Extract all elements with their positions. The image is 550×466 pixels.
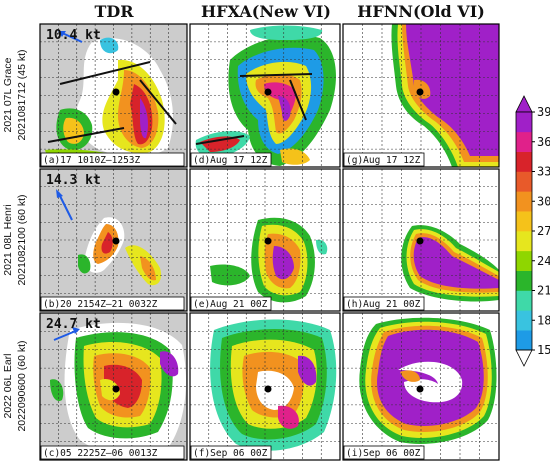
center-marker-a [112,88,120,96]
panel-caption-i: (i)Sep 06 00Z [346,448,421,459]
colorbar-segment [516,112,532,133]
colorbar-segment [516,171,532,192]
panel-caption-box-a [40,152,185,167]
row-label-earl-time: 2022090600 (60 kt) [16,340,28,431]
colorbar-tick-label: 30 [537,194,550,208]
colorbar-segment [516,211,532,232]
panel-caption-box-b [40,296,185,311]
row-label-earl-storm: 2022 06L Earl [2,354,14,419]
colorbar-segment [516,270,532,291]
panel-caption-box-i [343,445,425,460]
column-title-hfnn: HFNN(Old VI) [357,2,485,21]
panel-frame-d [189,23,341,168]
row-label-henri-time: 2021082100 (60 kt) [16,194,28,285]
panel-caption-h: (h)Aug 21 00Z [346,299,421,310]
shear-speed-henri: 14.3 kt [46,173,101,188]
panel-caption-d: (d)Aug 17 12Z [193,155,268,166]
colorbar-tick-label: 39 [537,105,550,119]
panel-f [190,313,340,460]
center-marker-i [416,385,424,393]
colorbar-segment [516,131,532,152]
panel-caption-e: (e)Aug 21 00Z [193,299,268,310]
panel-caption-box-c [40,445,185,460]
colorbar-segment [516,191,532,212]
panel-frame-g [342,23,500,168]
panel-frame-e [189,168,341,312]
shear-speed-grace: 10.4 kt [46,28,101,43]
colorbar-segment [516,290,532,311]
center-marker-h [416,237,424,245]
colorbar-tick-label: 27 [537,224,550,238]
panel-caption-b: (b)20 2154Z–21 0032Z [43,299,158,310]
panel-caption-box-g [343,152,425,167]
center-marker-g [416,88,424,96]
column-title-hfxa: HFXA(New VI) [201,2,331,21]
colorbar-tick-label: 15 [537,343,550,357]
colorbar-tick-label: 36 [537,135,550,149]
colorbar-segment [516,310,532,331]
shear-speed-earl: 24.7 kt [46,317,101,332]
panel-frame-c [39,312,188,461]
panel-caption-g: (g)Aug 17 12Z [346,155,421,166]
row-label-henri-storm: 2021 08L Henri [2,204,14,275]
row-label-grace-storm: 2021 07L Grace [2,57,14,132]
panel-frame-h [342,168,500,312]
panel-caption-box-e [190,296,272,311]
shear-annotations [47,31,313,341]
column-title-tdr: TDR [94,2,134,21]
panel-frame-b [39,168,188,312]
panel-caption-f: (f)Sep 06 00Z [193,448,268,459]
panel-caption-a: (a)17 1010Z–1253Z [43,155,141,166]
panel-caption-box-d [190,152,272,167]
panel-frame-a [39,23,188,168]
colorbar-extend-max [515,95,533,113]
panel-caption-c: (c)05 2225Z–06 0013Z [43,448,158,459]
center-marker-b [112,237,120,245]
colorbar-segment [516,330,532,351]
panel-caption-box-h [343,296,425,311]
panel-captions: (a)17 1010Z–1253Z (b)20 2154Z–21 0032Z (c)… [40,152,425,460]
panel-a [40,24,187,167]
panel-caption-box-f [190,445,272,460]
center-marker-f [264,385,272,393]
center-marker-d [264,88,272,96]
panel-frame-i [342,312,500,461]
colorbar-extend-min [515,349,533,367]
colorbar-segment [516,231,532,252]
center-marker-c [112,385,120,393]
row-label-grace-time: 2021081712 (45 kt) [16,49,28,140]
storm-centers [112,88,424,393]
colorbar-segment [516,151,532,172]
colorbar-tick-label: 21 [537,284,550,298]
colorbar-tick-label: 33 [537,165,550,179]
panel-frame-f [189,312,341,461]
center-marker-e [264,237,272,245]
colorbar-tick-label: 24 [537,254,550,268]
colorbar-segment [516,250,532,271]
colorbar: 15 18 21 24 27 30 33 36 39 [515,95,550,367]
colorbar-tick-label: 18 [537,313,550,327]
